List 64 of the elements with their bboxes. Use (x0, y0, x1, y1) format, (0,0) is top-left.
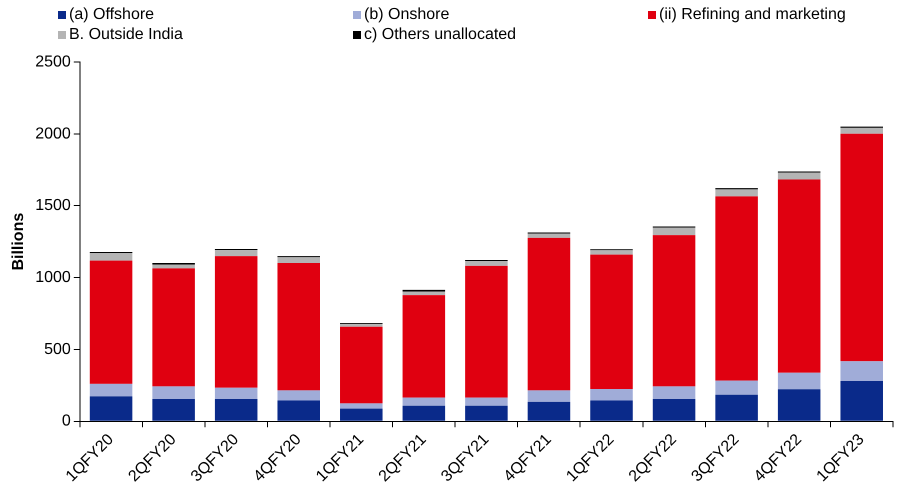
bar (840, 134, 883, 362)
bar (214, 399, 258, 421)
y-tick-label: 2500 (35, 53, 71, 70)
bar (465, 266, 508, 398)
bar (402, 406, 446, 421)
bar (152, 264, 195, 268)
bar (277, 400, 320, 421)
bar (340, 408, 383, 421)
bar (840, 381, 883, 421)
legend-label: (b) Onshore (364, 6, 450, 24)
bar (715, 380, 758, 395)
bar (214, 256, 258, 388)
bar (590, 254, 633, 389)
bar (465, 398, 508, 406)
bar (340, 324, 383, 327)
bar (528, 238, 570, 390)
bar (652, 235, 696, 386)
bar (277, 263, 320, 390)
bar (152, 268, 195, 386)
bar (402, 292, 446, 296)
bar (715, 189, 758, 196)
bar (715, 196, 758, 381)
y-tick-label: 1000 (35, 268, 71, 286)
y-tick-label: 0 (62, 412, 71, 430)
bar (152, 386, 195, 400)
bar (652, 399, 696, 421)
y-tick-label: 1500 (35, 197, 71, 214)
bar (214, 250, 258, 256)
bar (778, 389, 820, 421)
bar (590, 388, 633, 400)
legend-label: c) Others unallocated (364, 26, 516, 44)
bar (715, 394, 758, 421)
bar (340, 403, 383, 409)
y-axis-title: Billions (10, 212, 28, 271)
bar (528, 402, 570, 421)
bar (590, 250, 633, 255)
y-tick-label: 2000 (35, 125, 71, 142)
bar (90, 396, 132, 421)
bar (90, 384, 132, 396)
bar (840, 361, 883, 382)
bar (778, 372, 820, 390)
bar (152, 399, 195, 421)
bar (652, 386, 696, 400)
y-tick-label: 500 (44, 340, 71, 358)
bar (277, 257, 320, 264)
bar (528, 234, 570, 238)
bar (402, 398, 446, 406)
bar (778, 172, 820, 180)
bar (652, 228, 696, 236)
bar (528, 390, 570, 402)
legend-label: B. Outside India (69, 26, 183, 44)
bar (90, 260, 132, 384)
bar (778, 180, 820, 373)
bar (840, 128, 883, 134)
bar (465, 406, 508, 421)
legend-label: (a) Offshore (69, 6, 154, 24)
bar (590, 400, 633, 421)
bar (90, 253, 132, 261)
bar (465, 261, 508, 266)
bar (340, 326, 383, 404)
bar (277, 390, 320, 400)
legend-label: (ii) Refining and marketing (659, 6, 846, 24)
bar (214, 388, 258, 400)
bar (402, 295, 446, 398)
